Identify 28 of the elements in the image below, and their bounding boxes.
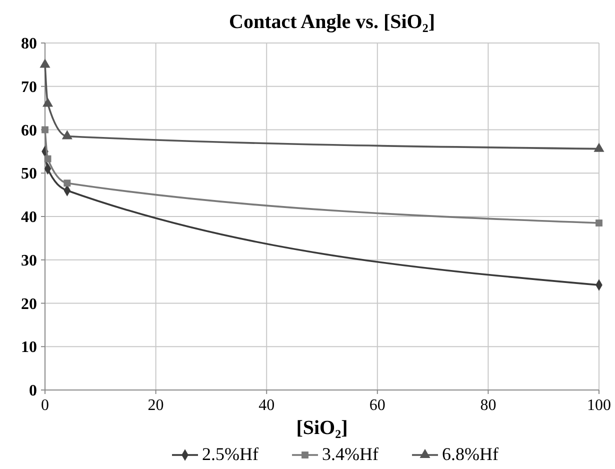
- point: [64, 180, 71, 187]
- point: [40, 58, 50, 68]
- x-tick-label: 0: [41, 397, 49, 414]
- y-tick-label: 50: [21, 166, 37, 183]
- chart-title: Contact Angle vs. [SiO₂]: [229, 11, 435, 33]
- point: [42, 98, 54, 107]
- point: [594, 142, 604, 152]
- x-tick-label: 80: [480, 397, 496, 414]
- legend-label: 6.8%Hf: [442, 444, 498, 464]
- y-tick-label: 60: [21, 122, 37, 140]
- x-tick-label: 60: [369, 397, 386, 414]
- x-axis-title: [SiO₂]: [296, 417, 348, 439]
- point: [596, 220, 602, 226]
- point: [62, 130, 72, 140]
- legend-label: 3.4%Hf: [322, 444, 378, 464]
- x-tick-label: 100: [587, 397, 611, 414]
- y-tick-label: 10: [21, 339, 37, 356]
- point: [42, 126, 48, 134]
- y-tick-label: 70: [21, 78, 37, 96]
- y-tick-label: 80: [21, 36, 37, 53]
- legend-label: 2.5%Hf: [202, 444, 258, 464]
- y-tick-label: 0: [29, 382, 37, 400]
- point: [44, 155, 52, 162]
- x-tick-label: 20: [148, 397, 164, 414]
- x-tick-label: 40: [258, 397, 275, 414]
- y-tick-label: 20: [21, 296, 37, 313]
- y-tick-label: 40: [21, 209, 37, 226]
- y-tick-label: 30: [21, 252, 37, 270]
